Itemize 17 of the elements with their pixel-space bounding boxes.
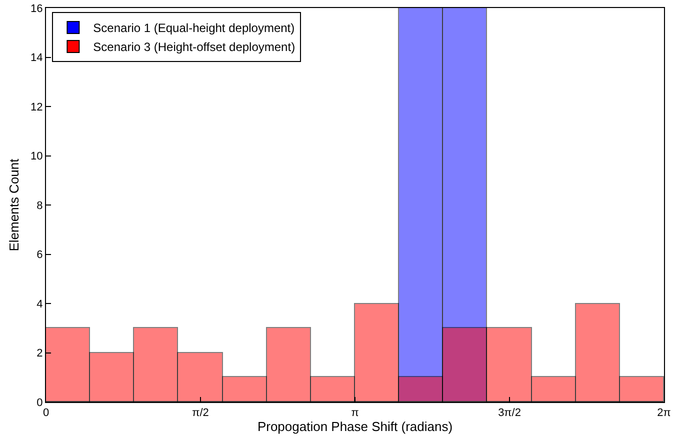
- y-tick-label: 2: [36, 348, 43, 360]
- y-tick-label: 10: [30, 150, 43, 163]
- y-tick-label: 12: [30, 101, 43, 114]
- y-tick-label: 4: [36, 298, 43, 310]
- x-axis-title: Propogation Phase Shift (radians): [257, 419, 453, 434]
- y-tick-label: 8: [36, 200, 43, 212]
- y-tick-label: 14: [30, 52, 43, 64]
- legend-label: Scenario 3 (Height-offset deployment): [93, 40, 296, 54]
- y-axis-title: Elements Count: [6, 158, 22, 252]
- x-tick-label: π/2: [192, 407, 209, 420]
- y-tick-label: 16: [30, 2, 43, 15]
- x-tick-label: π: [351, 407, 360, 420]
- y-tick-label: 0: [36, 396, 43, 409]
- y-tick-label: 6: [36, 249, 43, 262]
- legend-label: Scenario 1 (Equal-height deployment): [93, 21, 295, 36]
- x-tick-label: 3π/2: [498, 407, 521, 420]
- x-tick-label: 2π: [657, 407, 672, 420]
